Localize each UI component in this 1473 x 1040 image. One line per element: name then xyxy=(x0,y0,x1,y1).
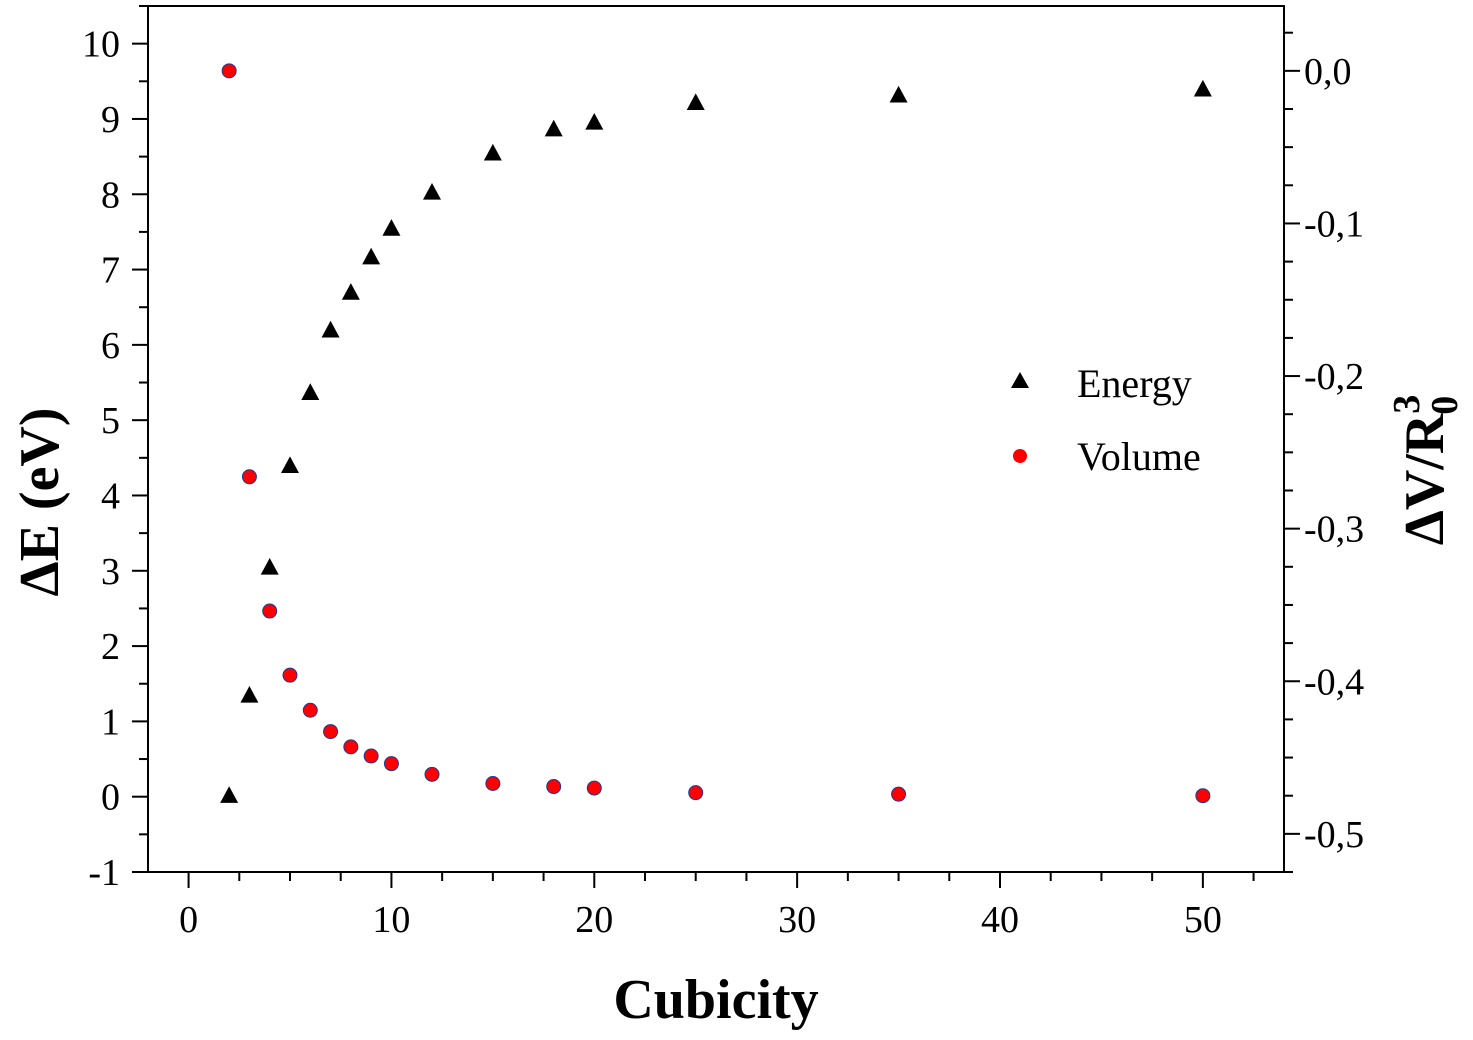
legend: Energy Volume xyxy=(1011,361,1201,479)
energy-point xyxy=(1193,79,1212,97)
y-right-axis-title-sub: 0 xyxy=(1424,396,1466,415)
volume-point xyxy=(1195,788,1211,804)
y-left-tick-label: 9 xyxy=(101,99,120,141)
y-right-axis-title: ΔV/R30 xyxy=(1386,395,1466,546)
tick-labels-layer: 0 10 20 30 40 50 -1 0 1 2 3 4 5 6 7 8 9 10 0,0 -0,1 -0,2 -0,3… xyxy=(82,24,1364,941)
volume-point xyxy=(383,756,399,772)
volume-point xyxy=(262,603,278,619)
x-tick-label: 20 xyxy=(575,899,613,941)
y-left-tick-label: 10 xyxy=(82,24,120,66)
energy-point xyxy=(240,686,259,703)
y-right-tick-label: -0,5 xyxy=(1304,814,1364,856)
y-left-tick-label: 1 xyxy=(101,701,120,743)
volume-point xyxy=(302,702,318,718)
y-right-axis-title-base: ΔV/R xyxy=(1394,413,1456,545)
energy-point xyxy=(362,247,381,265)
energy-point xyxy=(889,85,908,103)
y-left-tick-label: 4 xyxy=(101,475,120,517)
energy-point xyxy=(341,283,360,300)
energy-point xyxy=(220,786,239,803)
volume-point xyxy=(586,780,602,796)
volume-point xyxy=(891,786,907,802)
energy-point xyxy=(281,456,299,474)
y-right-axis-title-sup: 3 xyxy=(1386,395,1428,414)
energy-point xyxy=(260,558,279,575)
volume-point xyxy=(323,724,339,740)
energy-point xyxy=(585,112,604,130)
y-left-tick-label: -1 xyxy=(88,852,120,894)
x-tick-label: 50 xyxy=(1184,899,1222,941)
x-tick-label: 40 xyxy=(981,899,1019,941)
x-tick-label: 0 xyxy=(179,899,198,941)
y-left-tick-label: 5 xyxy=(101,400,120,442)
y-left-axis-title: ΔE (eV) xyxy=(9,407,71,596)
energy-point xyxy=(483,143,502,161)
volume-point xyxy=(546,779,562,795)
volume-point xyxy=(241,469,257,485)
energy-point xyxy=(321,320,340,338)
energy-point xyxy=(544,119,563,137)
energy-point xyxy=(382,219,401,236)
y-right-tick-label: -0,3 xyxy=(1304,509,1364,551)
y-right-tick-label: -0,1 xyxy=(1304,203,1364,245)
x-tick-label: 30 xyxy=(778,899,816,941)
volume-point xyxy=(282,667,298,683)
energy-point xyxy=(301,383,320,400)
ticks-layer xyxy=(132,5,1300,888)
legend-energy-marker xyxy=(1011,372,1029,388)
x-axis-title: Cubicity xyxy=(613,969,818,1031)
legend-volume-marker xyxy=(1013,449,1027,463)
y-right-tick-label: -0,4 xyxy=(1304,661,1364,703)
volume-point xyxy=(221,63,237,79)
y-left-tick-label: 7 xyxy=(101,250,120,292)
legend-energy-label: Energy xyxy=(1077,361,1192,406)
y-left-tick-label: 8 xyxy=(101,174,120,216)
energy-point xyxy=(423,183,441,200)
volume-point xyxy=(424,766,440,782)
y-left-tick-label: 3 xyxy=(101,551,120,593)
volume-point xyxy=(363,748,379,764)
y-right-tick-label: -0,2 xyxy=(1304,356,1364,398)
volume-point xyxy=(343,739,359,755)
plot-frame xyxy=(147,5,1285,873)
y-right-tick-label: 0,0 xyxy=(1304,51,1352,93)
points-layer xyxy=(220,63,1212,804)
volume-point xyxy=(688,785,704,801)
y-left-tick-label: 0 xyxy=(101,777,120,819)
volume-point xyxy=(485,775,501,791)
x-tick-label: 10 xyxy=(372,899,410,941)
y-left-tick-label: 6 xyxy=(101,325,120,367)
y-left-tick-label: 2 xyxy=(101,626,120,668)
energy-point xyxy=(686,93,705,111)
legend-volume-label: Volume xyxy=(1077,434,1201,479)
